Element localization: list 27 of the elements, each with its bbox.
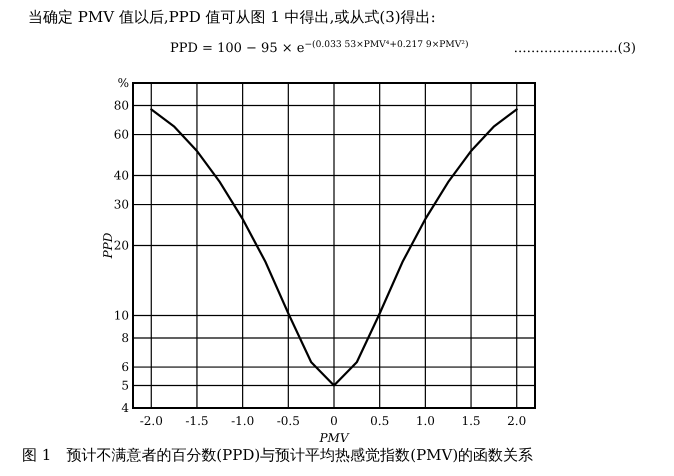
y-tick-label: %	[118, 76, 129, 90]
y-tick-label: 40	[114, 168, 129, 183]
y-tick-label: 5	[121, 378, 129, 392]
text: 图 1 预计不满意者的百分数(PPD)与预计平均热感觉指数(PMV)的函数关系	[22, 446, 534, 464]
y-tick-label: 8	[121, 331, 129, 346]
x-tick-label: 1.5	[462, 414, 481, 428]
y-tick-label: 4	[121, 401, 130, 415]
y-tick-label: 6	[121, 360, 129, 374]
text: 当确定 PMV 值以后,PPD 值可从图 1 中得出,或从式(3)得出:	[28, 8, 436, 26]
text: PPD = 100 − 95 × e$^{−(0.033 53×PMV⁴+0.217 9×PMV²)}$	[170, 40, 469, 56]
x-tick-label: 2.0	[507, 414, 526, 428]
x-tick-label: -0.5	[276, 414, 300, 428]
line-series	[150, 108, 518, 387]
y-tick-label: 60	[114, 128, 129, 142]
x-tick-label: 0	[330, 414, 338, 428]
x-tick-label: -1.0	[231, 414, 254, 428]
y-axis-title: PPD	[101, 232, 115, 260]
x-tick-label: -2.0	[140, 414, 163, 428]
x-axis-title: PMV	[318, 431, 350, 445]
x-tick-label: 1.0	[416, 414, 435, 428]
text: ……………………(3)	[514, 41, 636, 56]
y-tick-label: 10	[114, 308, 129, 322]
x-tick-label: -1.5	[185, 414, 209, 428]
y-tick-label: 30	[114, 198, 129, 212]
y-tick-label: 80	[114, 98, 129, 113]
y-tick-label: 20	[114, 238, 129, 252]
x-tick-label: 0.5	[370, 414, 390, 428]
